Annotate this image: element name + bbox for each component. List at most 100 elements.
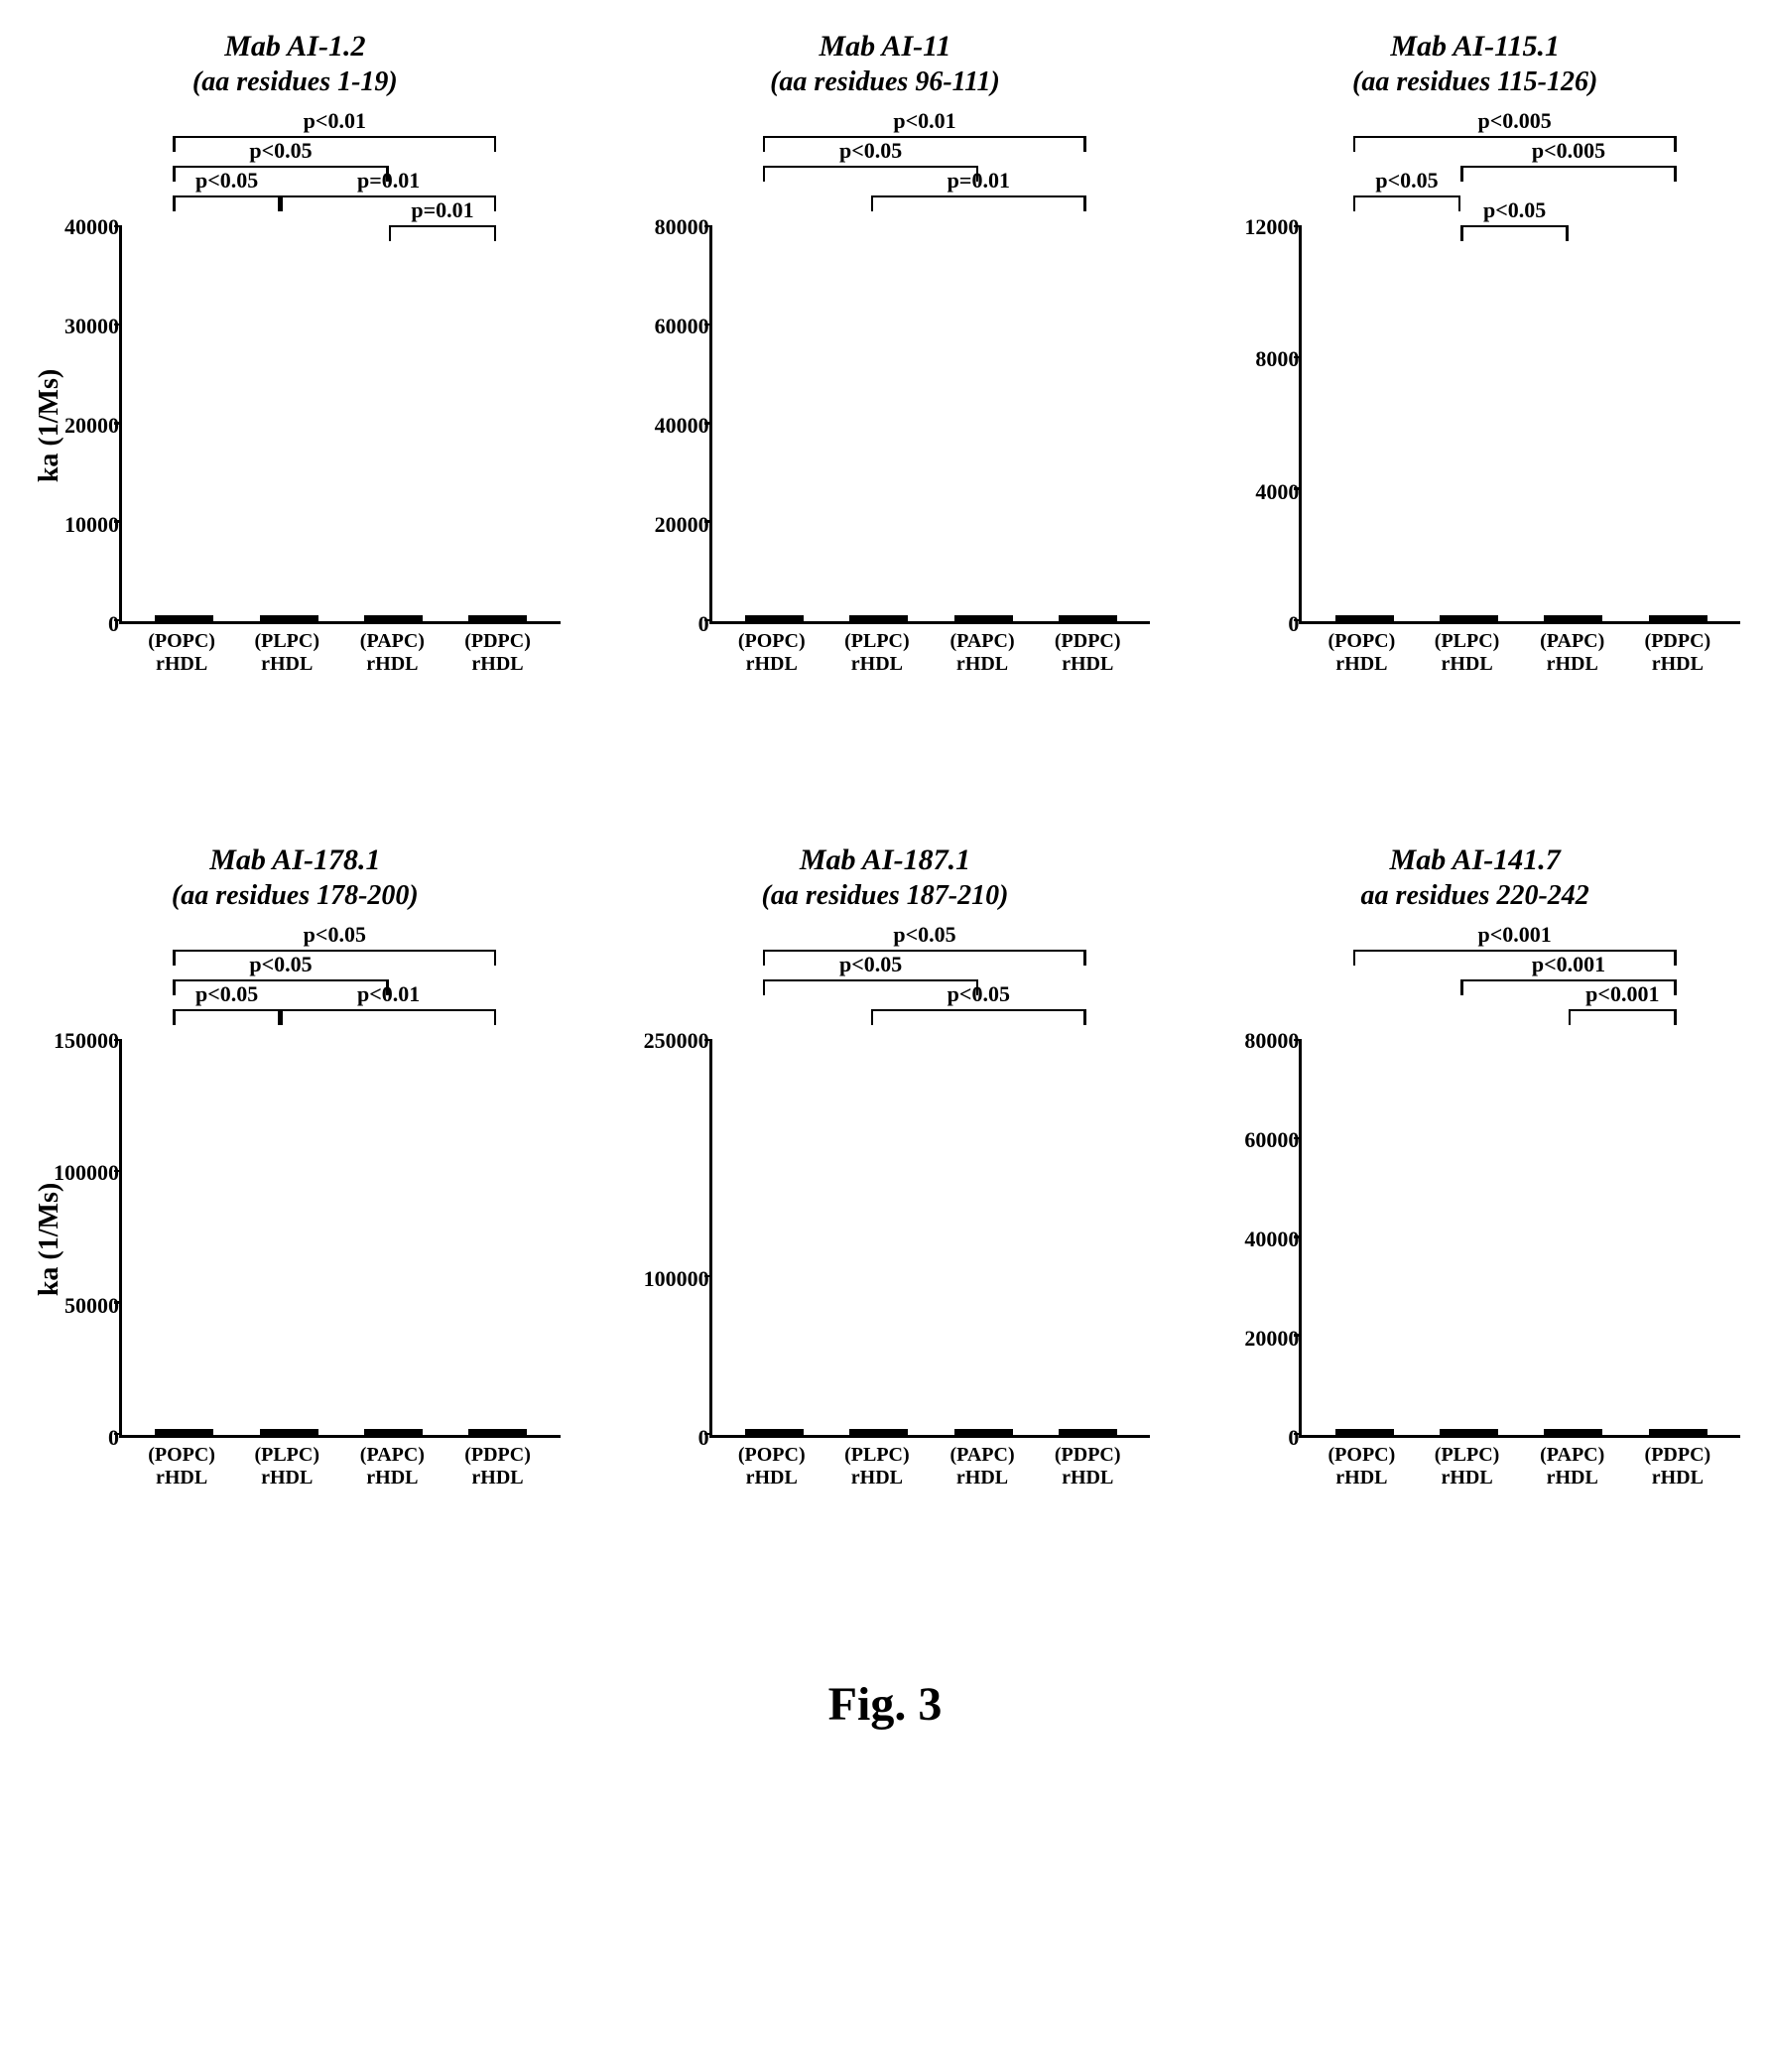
sig-label: p=0.01 [357,168,420,194]
y-tick: 0 [1288,611,1299,637]
sig-label: p=0.01 [411,197,473,223]
sig-bracket: p<0.05 [173,981,281,1025]
y-tick: 0 [698,1425,709,1451]
plot-area: 020000400006000080000 [1209,1041,1740,1438]
x-tick-label: (PAPC)rHDL [941,1444,1025,1489]
x-tick-label: (PAPC)rHDL [1530,1444,1614,1489]
bars-container [1302,1041,1740,1435]
x-tick-label: (PDPC)rHDL [1046,1444,1130,1489]
y-axis-ticks: 020000400006000080000 [1249,1041,1299,1438]
bar-slot [942,615,1025,621]
sig-bracket: p<0.05 [1353,168,1461,211]
y-tick: 30000 [64,314,119,339]
sig-label: p<0.05 [195,168,258,194]
y-tick: 150000 [54,1028,119,1054]
panel-subtitle: (aa residues 178-200) [30,880,561,912]
bar-slot [456,615,540,621]
plot [709,1041,1151,1438]
y-tick: 0 [698,611,709,637]
x-tick-label: (PLPC)rHDL [245,1444,329,1489]
sig-label: p=0.01 [948,168,1010,194]
y-tick: 50000 [64,1293,119,1319]
sig-label: p<0.05 [948,981,1010,1007]
plot [119,227,561,624]
plot [709,227,1151,624]
y-tick: 60000 [1244,1127,1299,1153]
bar-slot [351,1429,435,1435]
sig-label: p<0.001 [1478,922,1552,948]
x-tick-label: (PLPC)rHDL [1425,630,1509,676]
panel-title: Mab AI-11 [620,30,1151,63]
bar-slot [1636,615,1719,621]
y-axis-label: ka (1/Ms) [34,1183,65,1296]
bars-container [122,1041,561,1435]
y-axis-ticks: 04000800012000 [1249,227,1299,624]
y-tick: 80000 [1244,1028,1299,1054]
bar-slot [837,1429,921,1435]
sig-label: p<0.05 [839,952,902,977]
x-tick-label: (PDPC)rHDL [1046,630,1130,676]
bar-slot [351,615,435,621]
x-axis-labels: (POPC)rHDL(PLPC)rHDL(PAPC)rHDL(PDPC)rHDL [709,1438,1151,1489]
panel-title: Mab AI-115.1 [1209,30,1740,63]
bar-slot [837,615,921,621]
sig-label: p<0.05 [249,952,312,977]
panel-subtitle: (aa residues 1-19) [30,66,561,98]
x-tick-label: (PLPC)rHDL [834,1444,919,1489]
sig-label: p<0.01 [304,108,366,134]
plot [1299,1041,1740,1438]
y-tick: 10000 [64,512,119,538]
bar-slot [1323,615,1406,621]
sig-bracket: p=0.01 [871,168,1086,211]
x-tick-label: (PAPC)rHDL [1530,630,1614,676]
bar-slot [732,615,816,621]
bar-slot [1427,1429,1510,1435]
sig-bracket: p<0.01 [281,981,496,1025]
significance-brackets: p<0.01 p<0.05 p<0.05 p=0.01 p=0.01 [119,108,551,227]
sig-label: p<0.05 [839,138,902,164]
sig-label: p<0.01 [893,108,955,134]
figure-caption: Fig. 3 [30,1677,1740,1732]
plot-area: 020000400006000080000 [620,227,1151,624]
bar-slot [247,615,330,621]
sig-bracket: p<0.001 [1569,981,1677,1025]
x-tick-label: (POPC)rHDL [140,630,224,676]
panel-title: Mab AI-178.1 [30,843,561,876]
bar-slot [247,1429,330,1435]
bar-slot [456,1429,540,1435]
bar-slot [732,1429,816,1435]
x-tick-label: (PAPC)rHDL [350,1444,435,1489]
plot [1299,227,1740,624]
significance-brackets: p<0.01 p<0.05 p=0.01 [709,108,1141,227]
x-tick-label: (PLPC)rHDL [834,630,919,676]
plot-area: 04000800012000 [1209,227,1740,624]
y-tick: 20000 [655,512,709,538]
panel-subtitle: (aa residues 115-126) [1209,66,1740,98]
significance-brackets: p<0.05p<0.05p<0.05p<0.01 [119,922,551,1041]
x-tick-label: (POPC)rHDL [140,1444,224,1489]
y-tick: 8000 [1255,346,1299,372]
panel-title: Mab AI-141.7 [1209,843,1740,876]
x-axis-labels: (POPC)rHDL(PLPC)rHDL(PAPC)rHDL(PDPC)rHDL [119,1438,561,1489]
y-axis-ticks: 0100000250000 [660,1041,709,1438]
x-tick-label: (PDPC)rHDL [1635,630,1719,676]
sig-label: p<0.05 [1375,168,1438,194]
x-tick-label: (POPC)rHDL [1320,1444,1404,1489]
y-tick: 250000 [644,1028,709,1054]
bar-slot [1532,615,1615,621]
y-tick: 60000 [655,314,709,339]
chart-panel: Mab AI-187.1(aa residues 187-210)p<0.05p… [620,843,1151,1618]
sig-label: p<0.05 [304,922,366,948]
sig-label: p<0.005 [1532,138,1605,164]
bar-slot [1427,615,1510,621]
x-axis-labels: (POPC)rHDL(PLPC)rHDL(PAPC)rHDL(PDPC)rHDL [709,624,1151,676]
plot [119,1041,561,1438]
x-tick-label: (PDPC)rHDL [1635,1444,1719,1489]
panel-subtitle: (aa residues 187-210) [620,880,1151,912]
bar-slot [1636,1429,1719,1435]
significance-brackets: p<0.005p<0.005p<0.05p<0.05 [1299,108,1730,227]
x-axis-labels: (POPC)rHDL(PLPC)rHDL(PAPC)rHDL(PDPC)rHDL [1299,624,1740,676]
sig-label: p<0.05 [249,138,312,164]
significance-brackets: p<0.05p<0.05p<0.05 [709,922,1141,1041]
y-tick: 80000 [655,214,709,240]
